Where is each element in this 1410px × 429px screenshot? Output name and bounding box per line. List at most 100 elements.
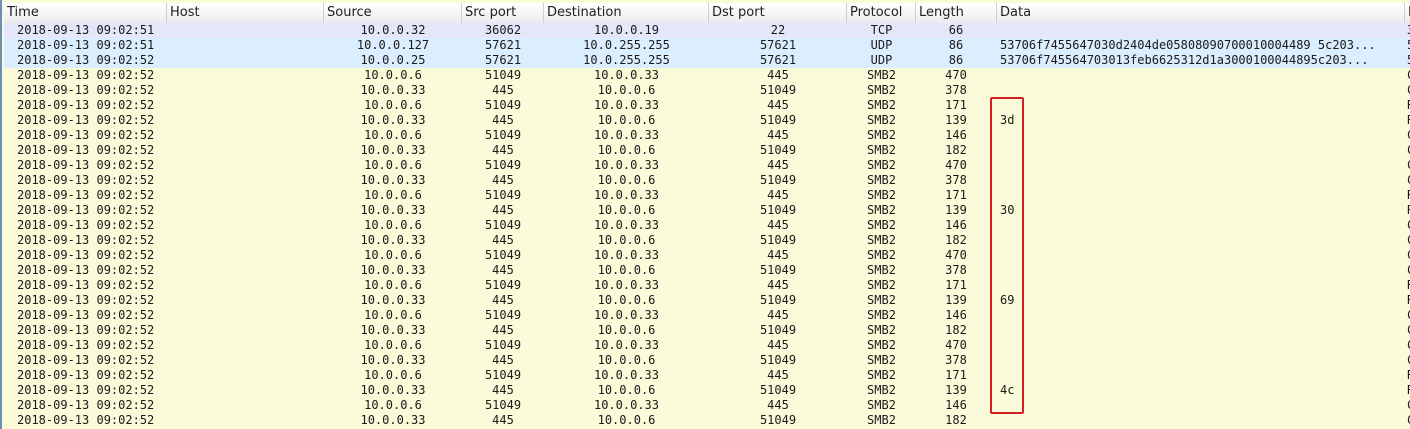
packet-row[interactable]: 2018-09-13 09:02:52 10.0.0.6 51049 10.0.0.3… xyxy=(4,368,1410,383)
packet-row[interactable]: 2018-09-13 09:02:52 10.0.0.6 51049 10.0.0.3… xyxy=(4,218,1410,233)
host-cell xyxy=(167,218,324,233)
length-cell: 146 xyxy=(945,398,967,412)
destination-cell: 10.0.0.6 xyxy=(597,383,656,397)
source-cell: 10.0.0.6 xyxy=(364,248,422,262)
packet-row[interactable]: 2018-09-13 09:02:52 10.0.0.33 445 10.0.0.6 5… xyxy=(4,143,1410,158)
length-cell: 171 xyxy=(945,188,967,202)
column-header-time[interactable]: Time xyxy=(4,3,167,23)
data-cell xyxy=(1000,218,1400,233)
packet-row[interactable]: 2018-09-13 09:02:52 10.0.0.33 445 10.0.0.6 5… xyxy=(4,113,1410,128)
packet-row[interactable]: 2018-09-13 09:02:52 10.0.0.6 51049 10.0.0.3… xyxy=(4,188,1410,203)
src-port-cell: 445 xyxy=(492,383,514,397)
length-cell: 182 xyxy=(945,233,967,247)
destination-cell: 10.0.0.33 xyxy=(593,338,660,352)
packet-row[interactable]: 2018-09-13 09:02:52 10.0.0.33 445 10.0.0.6 5… xyxy=(4,413,1410,428)
host-cell xyxy=(167,368,324,383)
packet-row[interactable]: 2018-09-13 09:02:52 10.0.0.33 445 10.0.0.6 5… xyxy=(4,323,1410,338)
length-cell: 171 xyxy=(945,368,967,382)
packet-row[interactable]: 2018-09-13 09:02:52 10.0.0.33 445 10.0.0.6 5… xyxy=(4,173,1410,188)
info-cell: C xyxy=(1407,173,1410,188)
packet-row[interactable]: 2018-09-13 09:02:52 10.0.0.33 445 10.0.0.6 5… xyxy=(4,263,1410,278)
packet-row[interactable]: 2018-09-13 09:02:52 10.0.0.6 51049 10.0.0.3… xyxy=(4,128,1410,143)
packet-row[interactable]: 2018-09-13 09:02:52 10.0.0.6 51049 10.0.0.3… xyxy=(4,278,1410,293)
packet-row[interactable]: 2018-09-13 09:02:52 10.0.0.6 51049 10.0.0.3… xyxy=(4,248,1410,263)
protocol-cell: SMB2 xyxy=(867,338,896,352)
host-cell xyxy=(167,83,324,98)
destination-cell: 10.0.0.6 xyxy=(597,203,656,217)
column-header-protocol[interactable]: Protocol xyxy=(847,3,916,23)
time-cell: 2018-09-13 09:02:51 xyxy=(17,38,155,52)
packet-row[interactable]: 2018-09-13 09:02:52 10.0.0.6 51049 10.0.0.3… xyxy=(4,158,1410,173)
dst-port-cell: 57621 xyxy=(759,38,797,52)
dst-port-cell: 445 xyxy=(767,68,789,82)
protocol-cell: SMB2 xyxy=(867,218,896,232)
destination-cell: 10.0.0.33 xyxy=(593,98,660,112)
packet-row[interactable]: 2018-09-13 09:02:52 10.0.0.33 445 10.0.0.6 5… xyxy=(4,233,1410,248)
source-cell: 10.0.0.6 xyxy=(364,188,422,202)
src-port-cell: 51049 xyxy=(484,248,522,262)
dst-port-cell: 445 xyxy=(767,278,789,292)
src-port-cell: 445 xyxy=(492,113,514,127)
packet-row[interactable]: 2018-09-13 09:02:52 10.0.0.6 51049 10.0.0.3… xyxy=(4,308,1410,323)
column-header-src-port[interactable]: Src port xyxy=(462,3,544,23)
column-header-dst-port[interactable]: Dst port xyxy=(709,3,847,23)
host-cell xyxy=(167,38,324,53)
length-cell: 86 xyxy=(948,38,964,52)
data-cell: 69 xyxy=(1000,293,1015,307)
time-cell: 2018-09-13 09:02:52 xyxy=(17,188,155,202)
column-header-data[interactable]: Data xyxy=(997,3,1405,23)
protocol-cell: SMB2 xyxy=(867,98,896,112)
packet-row[interactable]: 2018-09-13 09:02:52 10.0.0.6 51049 10.0.0.3… xyxy=(4,398,1410,413)
host-cell xyxy=(167,308,324,323)
packet-row[interactable]: 2018-09-13 09:02:52 10.0.0.33 445 10.0.0.6 5… xyxy=(4,383,1410,398)
packet-row[interactable]: 2018-09-13 09:02:52 10.0.0.6 51049 10.0.0.3… xyxy=(4,68,1410,83)
info-cell: C xyxy=(1407,218,1410,233)
data-cell xyxy=(1000,263,1400,278)
column-header-destination[interactable]: Destination xyxy=(544,3,709,23)
source-cell: 10.0.0.32 xyxy=(360,23,426,37)
host-cell xyxy=(167,323,324,338)
protocol-cell: SMB2 xyxy=(867,68,896,82)
time-cell: 2018-09-13 09:02:52 xyxy=(17,308,155,322)
src-port-cell: 445 xyxy=(492,293,514,307)
packet-row[interactable]: 2018-09-13 09:02:52 10.0.0.33 445 10.0.0.6 5… xyxy=(4,353,1410,368)
packet-row[interactable]: 2018-09-13 09:02:52 10.0.0.25 57621 10.0.25… xyxy=(4,53,1410,68)
info-cell: R xyxy=(1407,203,1410,218)
packet-row[interactable]: 2018-09-13 09:02:51 10.0.0.32 36062 10.0.0.… xyxy=(4,23,1410,38)
packet-row[interactable]: 2018-09-13 09:02:52 10.0.0.6 51049 10.0.0.3… xyxy=(4,338,1410,353)
protocol-cell: UDP xyxy=(870,38,893,52)
data-cell: 53706f745564703013feb6625312d1a300010004… xyxy=(1000,53,1369,67)
column-header-row: Time Host Source Src port Destination Ds… xyxy=(4,3,1410,24)
src-port-cell: 445 xyxy=(492,203,514,217)
column-header-info[interactable]: In xyxy=(1405,3,1410,23)
packet-row[interactable]: 2018-09-13 09:02:51 10.0.0.127 57621 10.0.2… xyxy=(4,38,1410,53)
time-cell: 2018-09-13 09:02:52 xyxy=(17,53,155,67)
protocol-cell: SMB2 xyxy=(867,263,896,277)
src-port-cell: 51049 xyxy=(484,278,522,292)
destination-cell: 10.0.0.6 xyxy=(597,323,656,337)
time-cell: 2018-09-13 09:02:52 xyxy=(17,203,155,217)
source-cell: 10.0.0.33 xyxy=(360,203,426,217)
column-header-host[interactable]: Host xyxy=(167,3,324,23)
packet-row[interactable]: 2018-09-13 09:02:52 10.0.0.6 51049 10.0.0.3… xyxy=(4,98,1410,113)
time-cell: 2018-09-13 09:02:52 xyxy=(17,98,155,112)
column-header-source[interactable]: Source xyxy=(324,3,462,23)
host-cell xyxy=(167,113,324,128)
column-header-length[interactable]: Length xyxy=(916,3,997,23)
packet-row[interactable]: 2018-09-13 09:02:52 10.0.0.33 445 10.0.0.6 5… xyxy=(4,83,1410,98)
destination-cell: 10.0.0.33 xyxy=(593,368,660,382)
destination-cell: 10.0.0.6 xyxy=(597,293,656,307)
protocol-cell: SMB2 xyxy=(867,308,896,322)
host-cell xyxy=(167,68,324,83)
data-cell xyxy=(1000,83,1400,98)
data-cell xyxy=(1000,353,1400,368)
source-cell: 10.0.0.6 xyxy=(364,338,422,352)
packet-row[interactable]: 2018-09-13 09:02:52 10.0.0.33 445 10.0.0.6 5… xyxy=(4,293,1410,308)
source-cell: 10.0.0.33 xyxy=(360,353,426,367)
info-cell: C xyxy=(1407,353,1410,368)
packet-row[interactable]: 2018-09-13 09:02:52 10.0.0.33 445 10.0.0.6 5… xyxy=(4,203,1410,218)
data-cell: 30 xyxy=(1000,203,1015,217)
data-cell xyxy=(1000,248,1400,263)
protocol-cell: SMB2 xyxy=(867,83,896,97)
